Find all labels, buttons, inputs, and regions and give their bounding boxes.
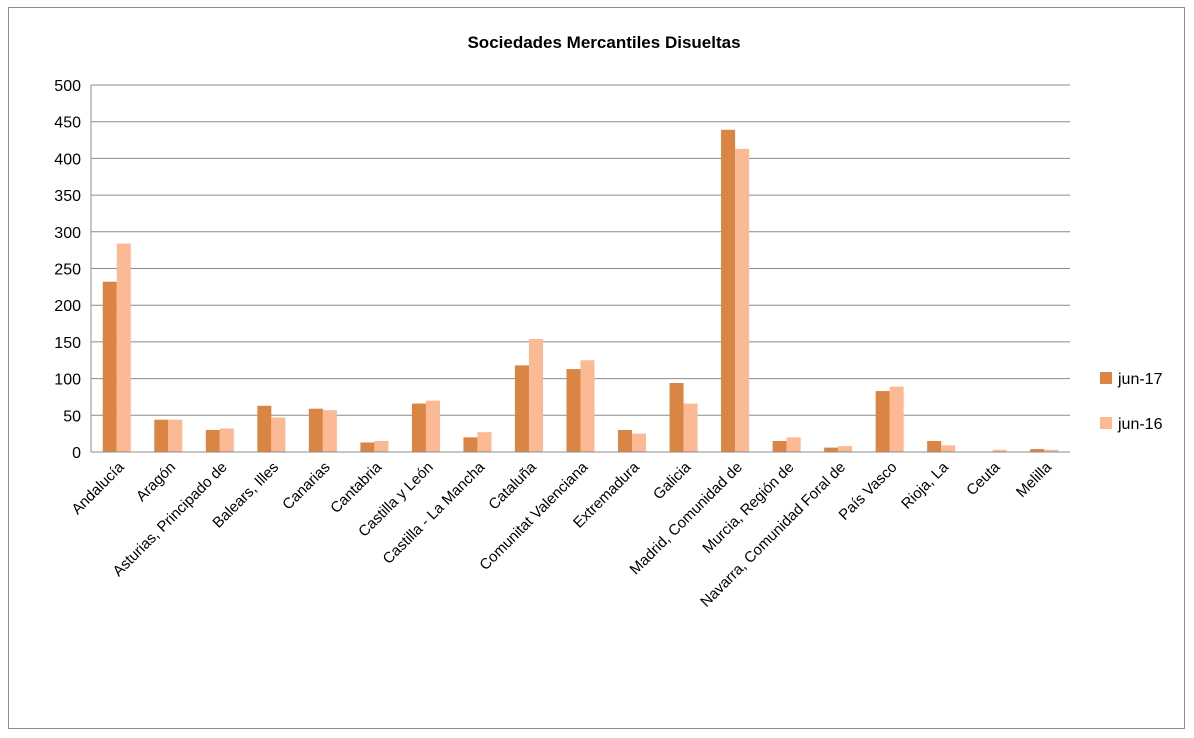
- y-tick-label: 100: [54, 372, 81, 389]
- y-tick-label: 500: [54, 78, 81, 95]
- bar-jun-16-6: [425, 400, 440, 452]
- bar-jun-16-10: [632, 433, 647, 452]
- x-tick-label: Rioja, La: [898, 458, 952, 512]
- bar-jun-16-13: [786, 437, 801, 452]
- bar-jun-17-6: [411, 403, 426, 452]
- legend-swatch: [1100, 417, 1112, 429]
- bar-jun-16-2: [219, 428, 234, 452]
- x-tick-label: Galicia: [650, 458, 695, 503]
- legend: jun-17 jun-16: [1100, 371, 1163, 433]
- bar-jun-16-9: [580, 360, 595, 452]
- y-tick-label: 200: [54, 298, 81, 315]
- y-tick-label: 250: [54, 262, 81, 279]
- bar-jun-17-0: [102, 281, 117, 452]
- legend-label: jun-16: [1117, 416, 1163, 433]
- bar-jun-17-18: [1030, 449, 1045, 452]
- legend-label: jun-17: [1117, 371, 1163, 388]
- legend-swatch: [1100, 372, 1112, 384]
- bar-jun-17-12: [721, 129, 736, 453]
- bar-jun-16-17: [992, 449, 1007, 452]
- x-tick-label: Melilla: [1013, 458, 1056, 501]
- bar-jun-16-3: [271, 417, 286, 452]
- y-tick-label: 0: [72, 445, 81, 462]
- y-tick-label: 300: [54, 225, 81, 242]
- chart-title: Sociedades Mercantiles Disueltas: [467, 33, 740, 52]
- bar-jun-16-12: [735, 148, 750, 452]
- y-tick-label: 350: [54, 188, 81, 205]
- gridlines: [91, 84, 1070, 416]
- bar-jun-16-4: [322, 410, 337, 452]
- bar-jun-17-9: [566, 369, 581, 452]
- x-tick-label: Andalucía: [68, 458, 128, 518]
- bar-jun-17-13: [772, 440, 787, 452]
- bar-jun-17-10: [618, 429, 633, 452]
- bar-jun-17-7: [463, 437, 478, 452]
- bar-jun-16-15: [889, 386, 904, 452]
- bar-jun-16-1: [168, 419, 183, 452]
- x-tick-label: Castilla - La Mancha: [380, 458, 489, 567]
- bar-jun-17-16: [927, 440, 942, 452]
- y-tick-label: 450: [54, 115, 81, 132]
- bars: [102, 129, 1059, 453]
- bar-jun-17-3: [257, 405, 272, 452]
- bar-jun-16-8: [528, 338, 543, 452]
- chart-svg: Sociedades Mercantiles Disueltas 0 50 100 1…: [54, 33, 1163, 611]
- bar-jun-16-14: [838, 446, 853, 452]
- bar-jun-17-8: [514, 365, 529, 452]
- x-tick-label: Murcia, Región de: [699, 459, 797, 557]
- bar-jun-17-14: [824, 447, 839, 452]
- bar-jun-16-11: [683, 403, 698, 452]
- bar-jun-16-0: [116, 243, 131, 452]
- bar-jun-17-11: [669, 383, 684, 452]
- bar-jun-17-4: [308, 408, 323, 452]
- chart-frame: Sociedades Mercantiles Disueltas 0 50 100 1…: [8, 7, 1185, 729]
- x-tick-label: Aragón: [133, 459, 179, 505]
- bar-jun-17-2: [205, 429, 220, 452]
- y-axis: 0 50 100 150 200 250 300 350 400 450 500: [54, 78, 92, 462]
- x-tick-label: Ceuta: [963, 458, 1004, 499]
- bar-jun-17-15: [875, 391, 890, 452]
- x-tick-label: Canarias: [279, 459, 333, 513]
- bar-jun-16-18: [1044, 449, 1059, 452]
- bar-jun-16-16: [941, 445, 956, 452]
- bar-jun-17-1: [154, 419, 169, 452]
- y-tick-label: 400: [54, 151, 81, 168]
- bar-jun-17-5: [360, 442, 375, 452]
- bar-jun-16-5: [374, 440, 389, 452]
- bar-jun-16-7: [477, 432, 492, 452]
- y-tick-label: 50: [63, 408, 81, 425]
- y-tick-label: 150: [54, 335, 81, 352]
